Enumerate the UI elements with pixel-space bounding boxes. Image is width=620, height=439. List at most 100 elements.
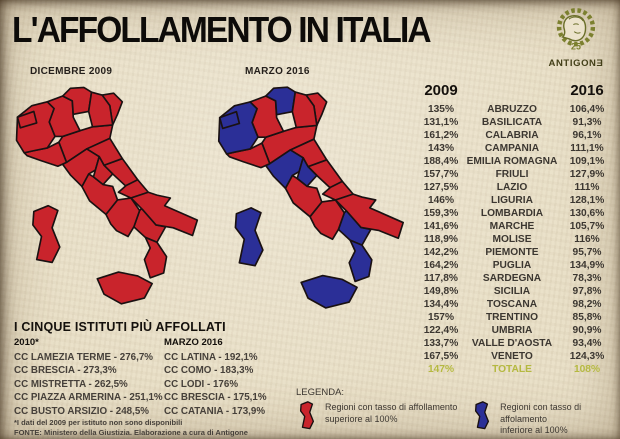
cell-2009: 122,4% bbox=[423, 325, 459, 336]
institute-item: CC MISTRETTA - 262,5% bbox=[14, 378, 128, 390]
cell-region: TOSCANA bbox=[486, 299, 538, 310]
cell-region: VENETO bbox=[491, 351, 533, 362]
cell-2016: 96,1% bbox=[572, 130, 602, 141]
region-valledaosta bbox=[218, 110, 241, 130]
legend-item-over-100: Regioni con tasso di affollamento superi… bbox=[296, 400, 471, 437]
institute-item: CC COMO - 183,3% bbox=[164, 365, 254, 377]
cell-2016: 109,1% bbox=[569, 156, 605, 167]
cell-2009: 134,4% bbox=[423, 299, 459, 310]
institute-item: CC BUSTO ARSIZIO - 248,5% bbox=[14, 405, 150, 417]
region-lazio bbox=[81, 173, 119, 216]
cell-2016: 111,1% bbox=[570, 143, 604, 154]
cell-2016: 111% bbox=[574, 182, 600, 193]
institutes-2016-list: CC LATINA - 192,1% CC COMO - 183,3% CC LOD… bbox=[164, 351, 300, 418]
cell-2009: 146% bbox=[427, 195, 455, 206]
region-row: 161,2% CALABRIA 96,1% bbox=[416, 129, 616, 142]
region-row: 149,8% SICILIA 97,8% bbox=[416, 285, 616, 298]
cell-region: MOLISE bbox=[492, 234, 532, 245]
cell-2016: 134,9% bbox=[569, 260, 605, 271]
region-calabria bbox=[348, 239, 373, 283]
cell-2009: 164,2% bbox=[423, 260, 459, 271]
cell-2016: 90,9% bbox=[572, 325, 602, 336]
region-table-body: 135% ABRUZZO 106,4% 131,1% BASILICATA 91,3% 16… bbox=[416, 103, 616, 363]
institute-item: CC BRESCIA - 273,3% bbox=[14, 365, 117, 377]
cell-2009: 127,5% bbox=[423, 182, 459, 193]
region-row: 188,4% EMILIA ROMAGNA 109,1% bbox=[416, 155, 616, 168]
footnote-asterisk: *I dati del 2009 per istituto non sono d… bbox=[14, 418, 183, 428]
region-campania bbox=[309, 199, 346, 241]
cell-2009: 135% bbox=[427, 104, 455, 115]
institutes-column-2016: MARZO 2016 CC LATINA - 192,1% CC COMO - 1… bbox=[164, 337, 300, 418]
region-umbria bbox=[92, 155, 114, 186]
cell-region: SARDEGNA bbox=[482, 273, 542, 284]
italy-map-2009 bbox=[15, 86, 199, 305]
cell-2016: 85,8% bbox=[572, 312, 602, 323]
cell-2009: 117,8% bbox=[424, 273, 458, 284]
institute-item: CC PIAZZA ARMERINA - 251,1% bbox=[14, 392, 163, 404]
cell-2016: 106,4% bbox=[569, 104, 605, 115]
region-row: 164,2% PUGLIA 134,9% bbox=[416, 259, 616, 272]
footnote-source: FONTE: Ministero della Giustizia. Elabor… bbox=[14, 427, 248, 437]
institutes-2010-list: CC LAMEZIA TERME - 276,7% CC BRESCIA - 27… bbox=[14, 351, 164, 418]
antigone-wreath-icon: 25 bbox=[556, 8, 596, 51]
table-header-2016: 2016 bbox=[570, 82, 604, 99]
cell-region: BASILICATA bbox=[481, 117, 543, 128]
blue-region-icon bbox=[475, 401, 490, 430]
legend: LEGENDA: Regioni con tasso di affollamen… bbox=[296, 387, 618, 437]
cell-2009: 157% bbox=[427, 312, 455, 323]
cell-region: TRENTINO bbox=[485, 312, 539, 323]
region-calabria bbox=[143, 236, 168, 279]
institutes-2016-header: MARZO 2016 bbox=[164, 337, 223, 348]
institutes-panel: I CINQUE ISTITUTI PIÙ AFFOLLATI 2010* CC… bbox=[14, 320, 300, 437]
cell-region: VALLE D'AOSTA bbox=[471, 338, 553, 349]
cell-region: UMBRIA bbox=[491, 325, 533, 336]
cell-2016: 127,9% bbox=[569, 169, 605, 180]
institute-item: CC BRESCIA - 175,1% bbox=[164, 392, 267, 404]
region-puglia bbox=[130, 191, 199, 237]
cell-region: MARCHE bbox=[489, 221, 535, 232]
region-row: 159,3% LOMBARDIA 130,6% bbox=[416, 207, 616, 220]
region-row: 133,7% VALLE D'AOSTA 93,4% bbox=[416, 337, 616, 350]
region-valledaosta bbox=[16, 110, 38, 129]
cell-2016: 97,8% bbox=[572, 286, 602, 297]
region-row: 117,8% SARDEGNA 78,3% bbox=[416, 272, 616, 285]
institute-item: CC CATANIA - 173,9% bbox=[164, 405, 266, 417]
cell-2009: 141,6% bbox=[423, 221, 459, 232]
total-cell-2016: 108% bbox=[573, 364, 601, 375]
cell-2009: 143% bbox=[427, 143, 455, 154]
region-row: 135% ABRUZZO 106,4% bbox=[416, 103, 616, 116]
legend-item-under-100: Regioni con tasso di affolamento inferio… bbox=[471, 400, 618, 437]
region-row: 157% TRENTINO 85,8% bbox=[416, 311, 616, 324]
region-sicilia bbox=[300, 274, 358, 309]
legend-heading: LEGENDA: bbox=[296, 387, 345, 398]
total-cell-label: TOTALE bbox=[492, 364, 532, 375]
institute-item: CC LAMEZIA TERME - 276,7% bbox=[14, 352, 153, 363]
cell-2016: 105,7% bbox=[569, 221, 605, 232]
red-region-icon bbox=[299, 401, 315, 430]
cell-region: EMILIA ROMAGNA bbox=[466, 156, 558, 167]
cell-2016: 93,4% bbox=[572, 338, 602, 349]
region-row: 157,7% FRIULI 127,9% bbox=[416, 168, 616, 181]
page-title: L'AFFOLLAMENTO IN ITALIA bbox=[12, 9, 432, 50]
antigone-logo: 25 ANTIGONƎ bbox=[538, 5, 614, 69]
cell-2009: 159,3% bbox=[423, 208, 459, 219]
region-row: 141,6% MARCHE 105,7% bbox=[416, 220, 616, 233]
region-row: 146% LIGURIA 128,1% bbox=[416, 194, 616, 207]
cell-2009: 161,2% bbox=[423, 130, 459, 141]
institute-item: CC LATINA - 192,1% bbox=[164, 352, 258, 363]
institutes-heading: I CINQUE ISTITUTI PIÙ AFFOLLATI bbox=[14, 320, 226, 334]
cell-2016: 128,1% bbox=[569, 195, 605, 206]
cell-2009: 118,9% bbox=[424, 234, 458, 245]
cell-2016: 116% bbox=[574, 234, 600, 245]
cell-2009: 157,7% bbox=[423, 169, 459, 180]
total-cell-2009: 147% bbox=[427, 364, 455, 375]
cell-2009: 167,5% bbox=[423, 351, 459, 362]
institutes-column-2010: 2010* CC LAMEZIA TERME - 276,7% CC BRESCI… bbox=[14, 337, 164, 418]
region-sardegna bbox=[32, 204, 61, 264]
region-table-header: 2009 2016 bbox=[416, 82, 616, 99]
cell-region: ABRUZZO bbox=[487, 104, 537, 115]
region-table: 2009 2016 135% ABRUZZO 106,4% 131,1% BASILIC… bbox=[416, 82, 616, 376]
cell-region: PUGLIA bbox=[492, 260, 532, 271]
cell-region: PIEMONTE bbox=[485, 247, 539, 258]
italy-map-2016 bbox=[217, 86, 405, 309]
